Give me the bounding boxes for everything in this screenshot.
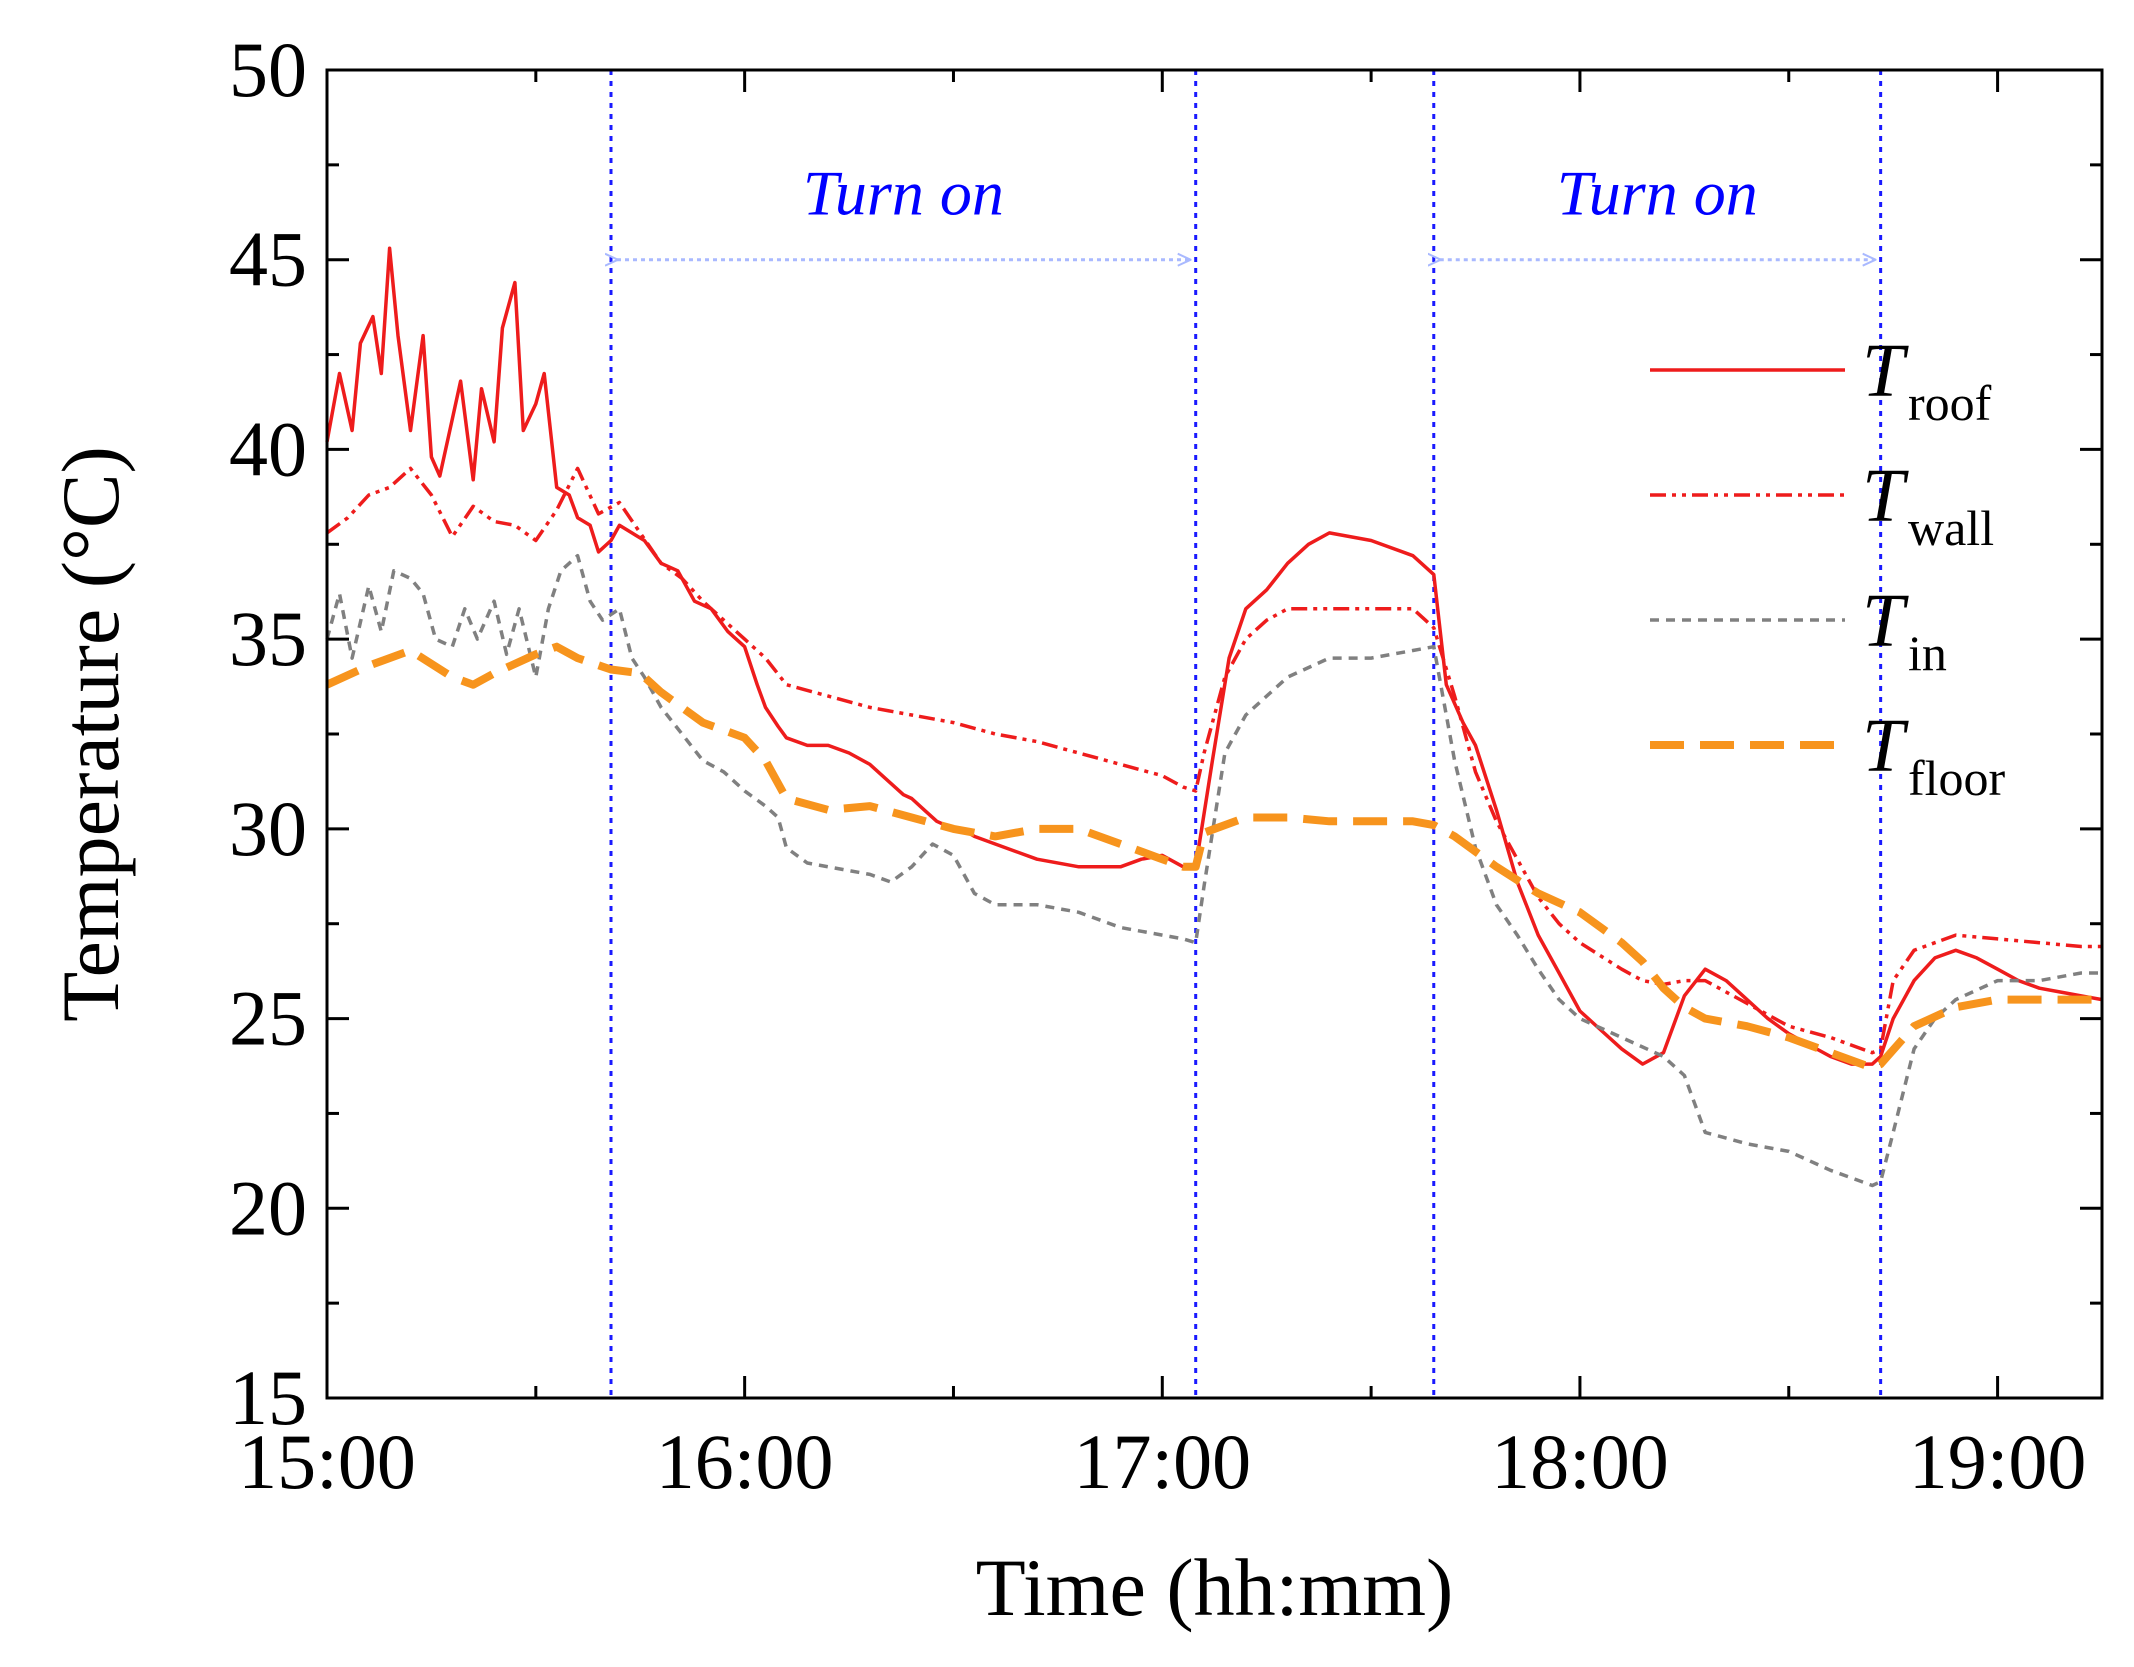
- turn-on-label: Turn on: [803, 158, 1004, 229]
- series-line-floor: [325, 642, 2102, 1072]
- series-line-roof: [325, 246, 2103, 1066]
- series-line-wall: [325, 466, 2102, 1055]
- series-line-in: [325, 553, 2102, 1188]
- turn-on-label: Turn on: [1557, 158, 1758, 229]
- plot-frame: [325, 68, 2104, 1400]
- y-axis-title: Temperature (°C): [45, 446, 136, 1022]
- legend-label-roof: T: [1862, 329, 1909, 413]
- y-tick-label: 25: [229, 975, 307, 1062]
- x-axis-title: Time (hh:mm): [976, 1542, 1454, 1633]
- legend-label-wall: T: [1862, 454, 1909, 538]
- labels-layer: 15 20 25 30 35 40 45 50 15:00 16:00 17:00 18:00 19:0…: [229, 26, 2086, 1505]
- x-tick-label: 17:00: [1073, 1418, 1251, 1505]
- x-tick-label: 15:00: [238, 1418, 416, 1505]
- x-tick-label: 19:00: [1909, 1418, 2087, 1505]
- series-layer: [325, 246, 2103, 1188]
- marker-layer: [611, 70, 1883, 1398]
- legend-label-in: T: [1862, 579, 1909, 663]
- ticks-layer: [325, 68, 2102, 1400]
- y-tick-label: 35: [229, 595, 307, 682]
- y-tick-label: 40: [229, 405, 307, 492]
- y-tick-label: 20: [229, 1164, 307, 1251]
- legend-subscript-floor: floor: [1908, 750, 2006, 806]
- y-tick-label: 15: [229, 1354, 307, 1441]
- legend-subscript-wall: wall: [1908, 500, 1994, 556]
- y-tick-label: 50: [229, 26, 307, 113]
- legend-label-floor: T: [1862, 704, 1909, 788]
- legend-subscript-in: in: [1908, 625, 1947, 681]
- y-tick-label: 30: [229, 785, 307, 872]
- x-tick-label: 16:00: [656, 1418, 834, 1505]
- y-tick-label: 45: [229, 216, 307, 303]
- legend-subscript-roof: roof: [1908, 375, 1992, 431]
- x-tick-label: 18:00: [1491, 1418, 1669, 1505]
